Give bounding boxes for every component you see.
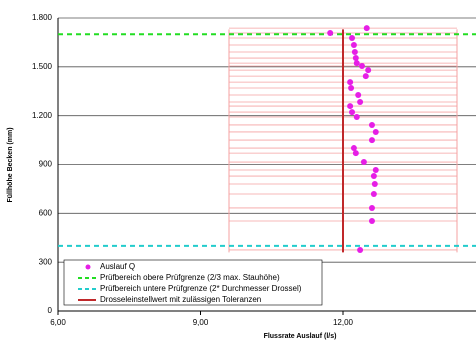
y-tick-label: 600: [39, 208, 53, 217]
point: [370, 190, 377, 197]
point: [372, 167, 379, 174]
y-tick-label: 0: [48, 306, 53, 315]
point: [327, 29, 334, 36]
point: [357, 98, 364, 105]
legend-label: Auslauf Q: [100, 262, 135, 271]
point: [347, 103, 354, 110]
x-tick-label: 12,00: [333, 318, 354, 327]
point: [348, 84, 355, 91]
point: [368, 137, 375, 144]
point: [359, 63, 365, 70]
legend-swatch: [85, 264, 91, 270]
point: [349, 109, 356, 116]
point: [350, 145, 357, 152]
point: [355, 91, 362, 98]
point: [353, 113, 360, 120]
point: [368, 217, 375, 224]
point: [371, 181, 378, 188]
y-tick-label: 900: [39, 160, 53, 169]
point: [352, 55, 359, 62]
point: [352, 150, 359, 157]
legend-label: Prüfbereich untere Prüfgrenze (2* Durchm…: [100, 284, 302, 293]
point: [362, 73, 369, 80]
x-axis-label: Flussrate Auslauf (l/s): [264, 333, 337, 340]
point: [351, 49, 358, 56]
legend-label: Prüfbereich obere Prüfgrenze (2/3 max. S…: [100, 273, 280, 282]
point: [372, 128, 379, 135]
point: [368, 121, 375, 128]
y-tick-label: 1.800: [32, 13, 53, 22]
x-tick-label: 9,00: [193, 318, 209, 327]
legend: [63, 259, 323, 306]
point: [350, 42, 357, 49]
point: [363, 25, 370, 32]
point: [353, 60, 360, 67]
legend-label: Drosseleinstellwert mit zulässigen Toler…: [100, 295, 261, 304]
x-tick-label: 6,00: [50, 318, 66, 327]
point: [370, 173, 377, 180]
y-tick-label: 1.200: [32, 111, 53, 120]
y-axis-label: Füllhöhe Becken (mm): [7, 127, 14, 202]
point: [368, 204, 375, 211]
point: [347, 79, 354, 86]
point: [360, 159, 367, 166]
y-tick-label: 300: [39, 257, 53, 266]
point: [349, 35, 356, 42]
point: [365, 67, 372, 74]
y-tick-label: 1.500: [32, 62, 53, 71]
point: [357, 246, 364, 253]
